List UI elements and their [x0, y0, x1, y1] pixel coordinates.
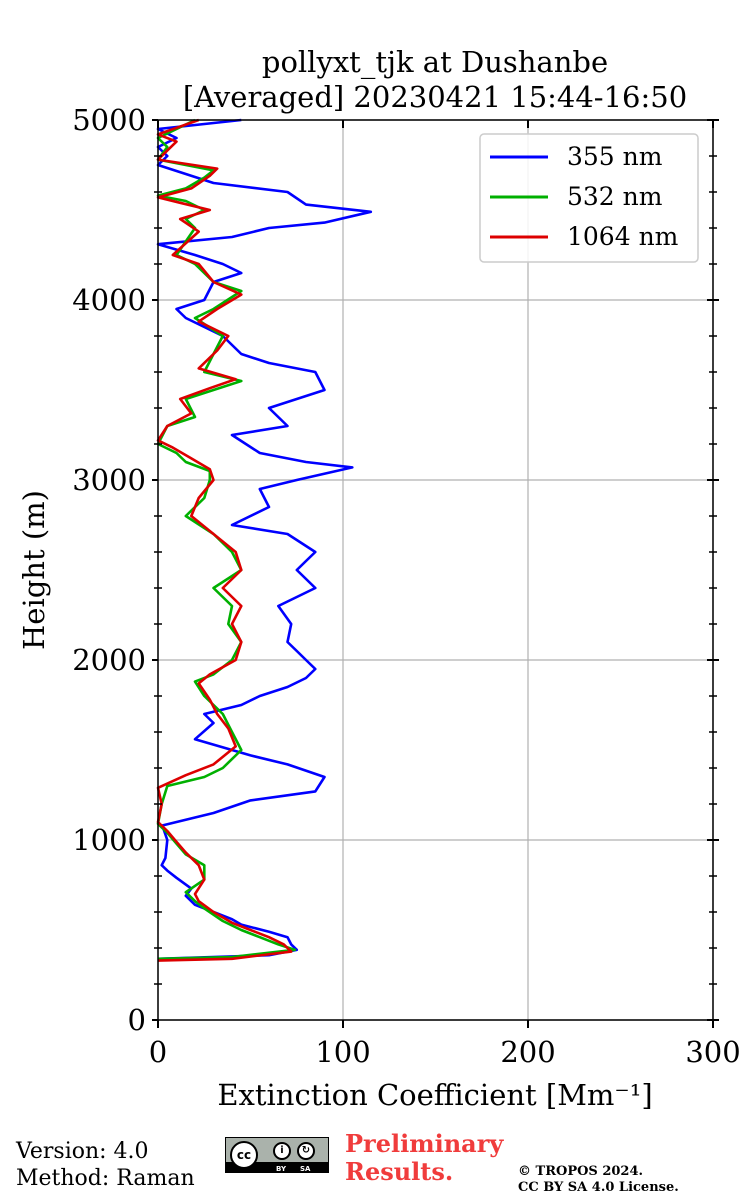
y-tick-label: 2000 — [72, 643, 146, 677]
cc-icon: cc — [230, 1141, 258, 1169]
y-tick-label: 3000 — [72, 463, 146, 497]
legend-label-532: 532 nm — [567, 182, 663, 211]
series-lines — [156, 118, 373, 962]
cc-by-label: BY — [276, 1165, 287, 1173]
y-tick-label: 1000 — [72, 823, 146, 857]
axes-frame — [157, 119, 714, 1021]
y-tick-label: 4000 — [72, 283, 146, 317]
chart-title-line2: [Averaged] 20230421 15:44-16:50 — [183, 80, 687, 114]
copyright-line1: © TROPOS 2024. — [518, 1164, 644, 1179]
x-tick-label: 300 — [685, 1035, 740, 1069]
legend: 355 nm 532 nm 1064 nm — [479, 133, 699, 263]
series-line-1064-nm — [156, 118, 293, 962]
x-tick-label: 200 — [500, 1035, 555, 1069]
y-tick-label: 5000 — [72, 103, 146, 137]
copyright-line2: CC BY SA 4.0 License. — [518, 1180, 679, 1195]
y-axis-label: Height (m) — [17, 490, 51, 650]
series-line-355-nm — [156, 118, 373, 961]
x-tick-label: 0 — [149, 1035, 167, 1069]
preliminary-label-line1: Preliminary — [345, 1129, 504, 1158]
cc-license-badge: cc i ↻ BY SA — [225, 1137, 329, 1173]
legend-frame — [479, 133, 699, 263]
version-text: Version: 4.0 — [16, 1139, 149, 1164]
cc-sa-label: SA — [300, 1165, 311, 1173]
legend-label-1064: 1064 nm — [567, 222, 679, 251]
series-line-532-nm — [156, 118, 297, 961]
x-axis-label: Extinction Coefficient [Mm⁻¹] — [217, 1078, 652, 1112]
chart-title-line1: pollyxt_tjk at Dushanbe — [262, 45, 608, 80]
legend-label-355: 355 nm — [567, 142, 663, 171]
method-text: Method: Raman — [16, 1166, 195, 1191]
preliminary-label-line2: Results. — [345, 1157, 454, 1186]
cc-badge-bar — [226, 1162, 328, 1172]
y-tick-label: 0 — [128, 1003, 146, 1037]
x-tick-label: 100 — [315, 1035, 370, 1069]
share-alike-icon: ↻ — [297, 1142, 315, 1160]
attribution-icon: i — [273, 1142, 291, 1160]
